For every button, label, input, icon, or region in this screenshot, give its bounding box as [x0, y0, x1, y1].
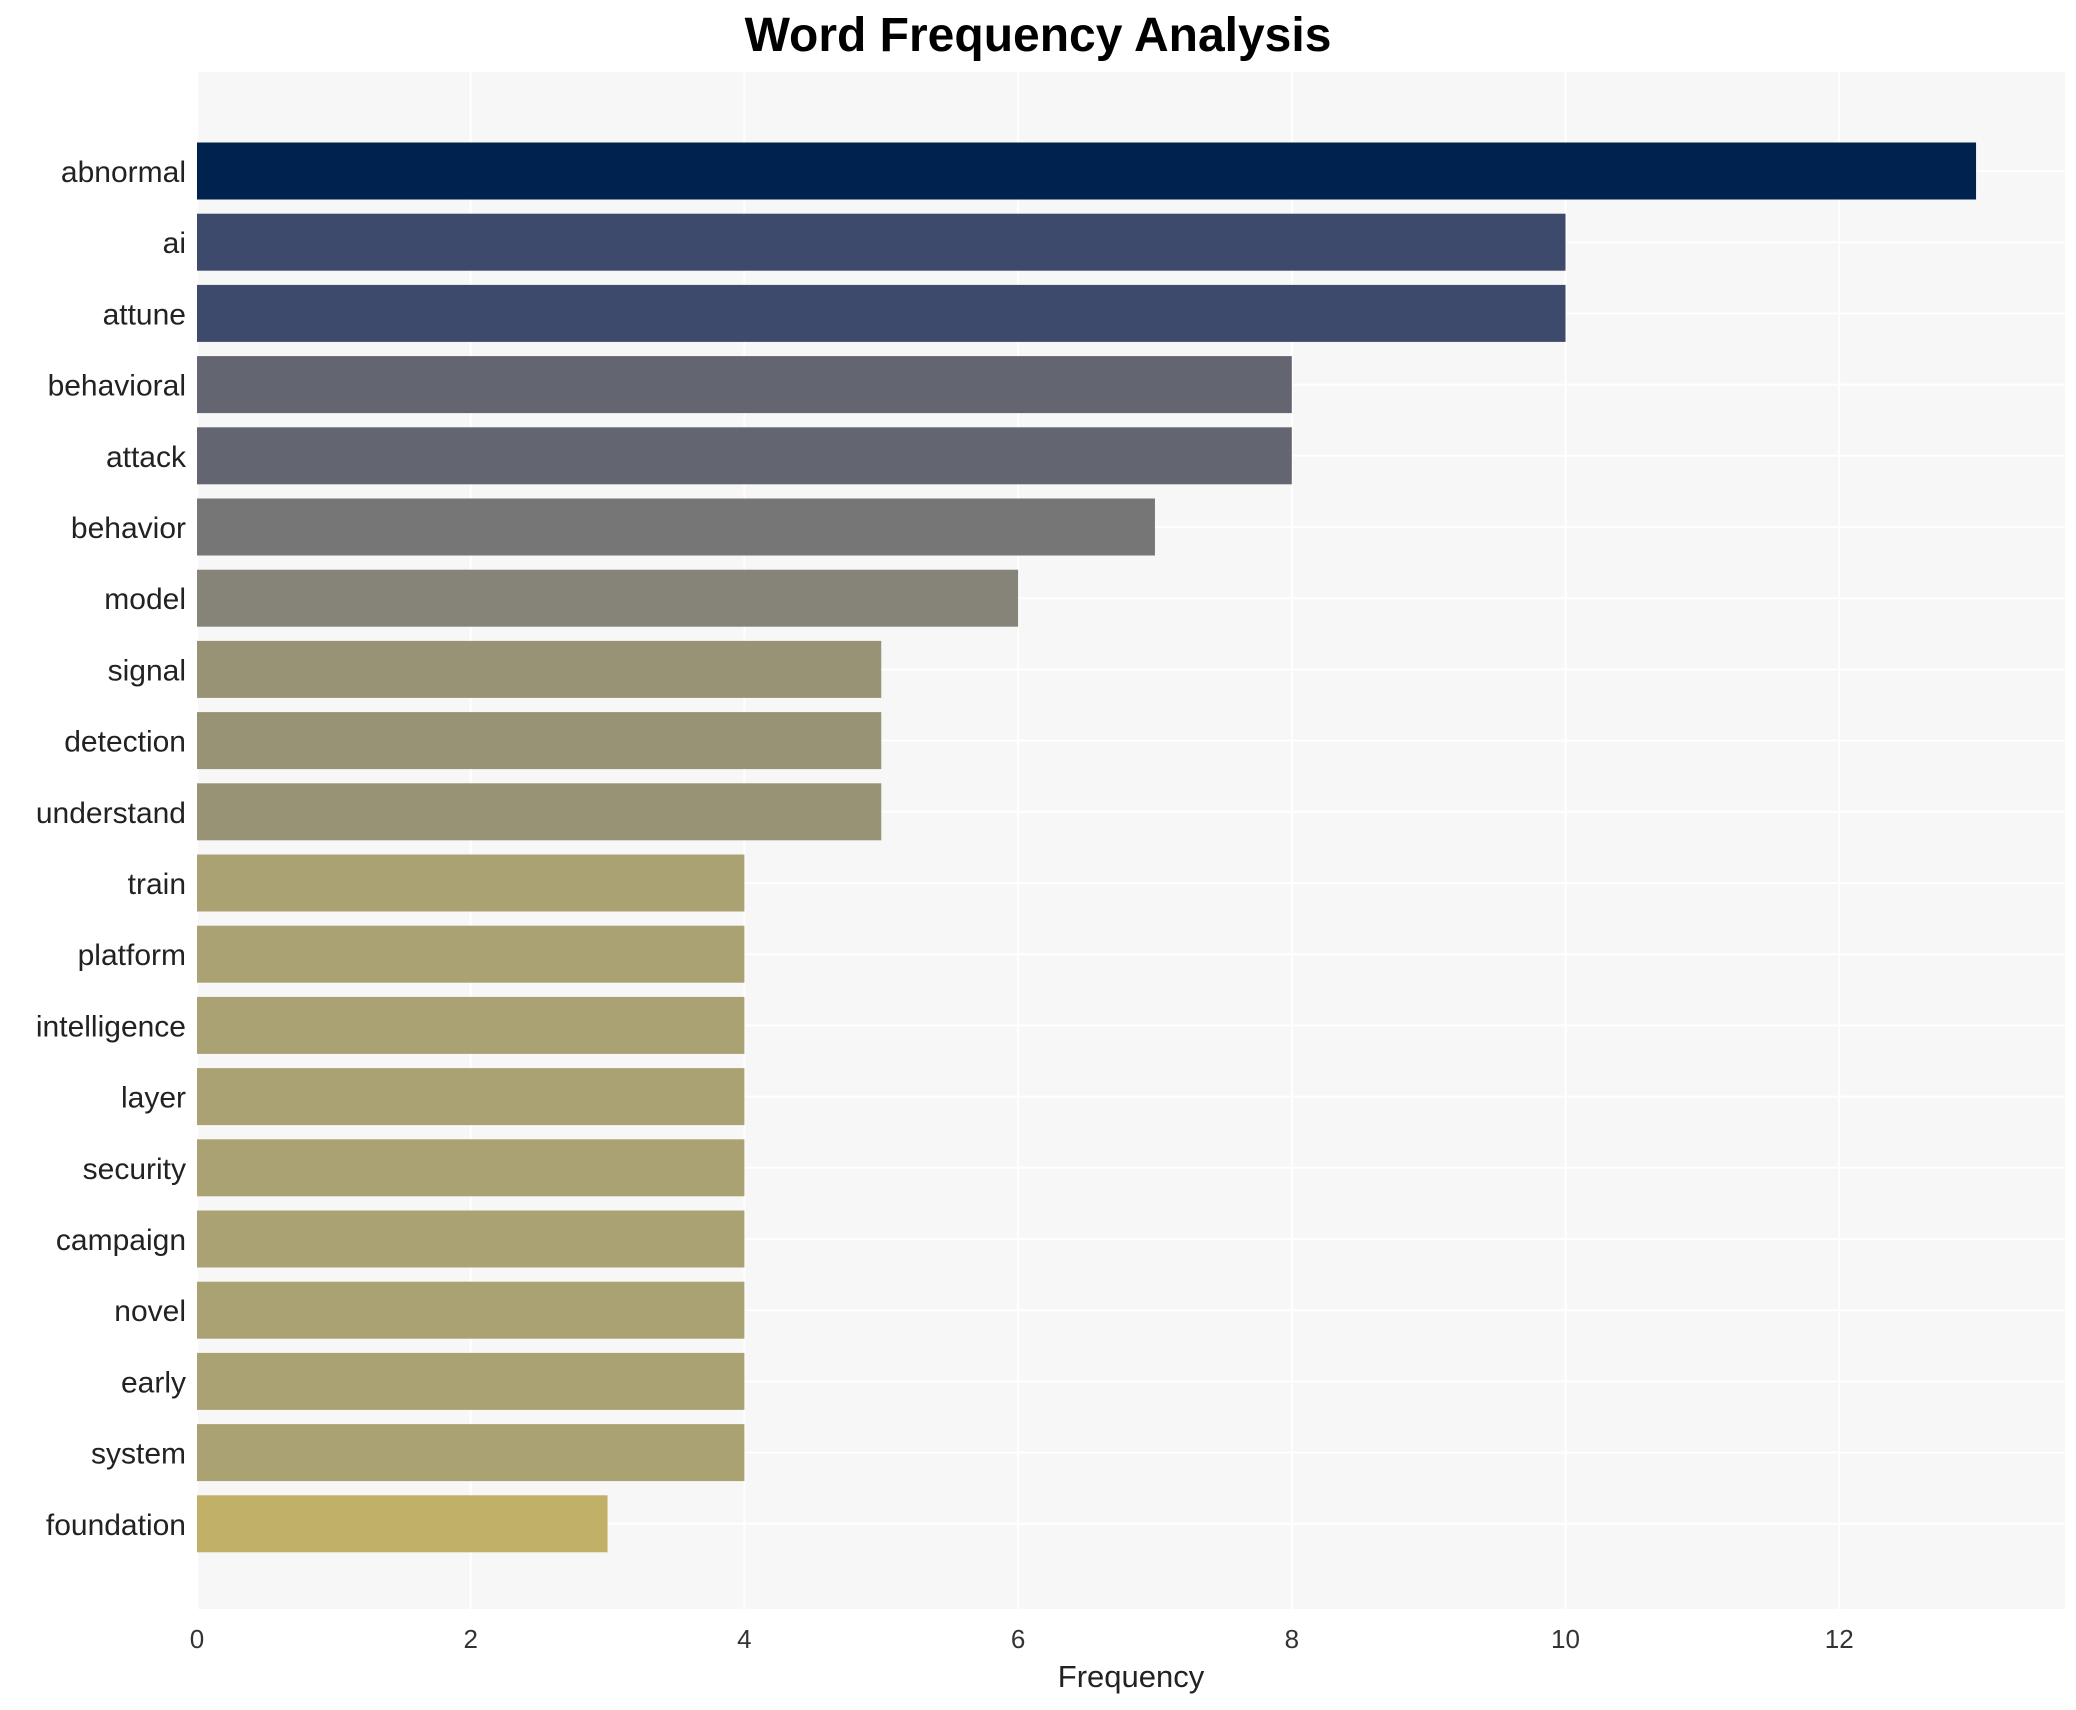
- bar-behavioral: [197, 356, 1292, 414]
- bars: [197, 142, 1977, 1553]
- category-labels: abnormal ai attune behavioral attack behavior…: [36, 156, 187, 1542]
- bar-abnormal: [197, 142, 1977, 200]
- chart-title: Word Frequency Analysis: [744, 9, 1332, 62]
- bar-security: [197, 1139, 745, 1197]
- category-label-intelligence: intelligence: [36, 1010, 186, 1043]
- category-label-signal: signal: [108, 654, 186, 687]
- category-label-model: model: [104, 583, 186, 616]
- category-label-security: security: [83, 1153, 186, 1186]
- x-tick-labels: 0 2 4 6 8 10 12: [190, 1624, 1854, 1654]
- x-tick-label: 4: [737, 1624, 751, 1654]
- bar-model: [197, 569, 1019, 627]
- bar-signal: [197, 640, 882, 698]
- category-label-detection: detection: [64, 726, 186, 759]
- bar-early: [197, 1352, 745, 1410]
- bar-understand: [197, 783, 882, 841]
- bar-ai: [197, 213, 1566, 271]
- category-label-behavior: behavior: [71, 512, 186, 545]
- bar-layer: [197, 1068, 745, 1126]
- category-label-ai: ai: [163, 227, 186, 260]
- bar-attune: [197, 284, 1566, 342]
- bar-platform: [197, 925, 745, 983]
- category-label-understand: understand: [36, 797, 186, 830]
- bar-novel: [197, 1281, 745, 1339]
- category-label-abnormal: abnormal: [61, 156, 186, 189]
- category-label-campaign: campaign: [56, 1224, 186, 1257]
- bar-detection: [197, 712, 882, 770]
- bar-attack: [197, 427, 1292, 485]
- category-label-novel: novel: [114, 1295, 186, 1328]
- category-label-early: early: [121, 1366, 186, 1399]
- bar-train: [197, 854, 745, 912]
- category-label-behavioral: behavioral: [48, 370, 186, 403]
- category-label-attack: attack: [106, 441, 187, 474]
- category-label-platform: platform: [78, 939, 186, 972]
- x-tick-label: 0: [190, 1624, 204, 1654]
- x-tick-label: 12: [1825, 1624, 1854, 1654]
- bar-system: [197, 1424, 745, 1482]
- bar-foundation: [197, 1495, 608, 1553]
- bar-behavior: [197, 498, 1155, 556]
- x-tick-label: 8: [1285, 1624, 1299, 1654]
- category-label-system: system: [91, 1438, 186, 1471]
- x-tick-label: 2: [463, 1624, 477, 1654]
- category-label-train: train: [128, 868, 186, 901]
- bar-campaign: [197, 1210, 745, 1268]
- x-tick-label: 6: [1011, 1624, 1025, 1654]
- category-label-foundation: foundation: [46, 1509, 186, 1542]
- category-label-attune: attune: [103, 298, 186, 331]
- bar-intelligence: [197, 996, 745, 1054]
- x-axis-title: Frequency: [1058, 1659, 1205, 1694]
- category-label-layer: layer: [121, 1082, 186, 1115]
- x-tick-label: 10: [1551, 1624, 1580, 1654]
